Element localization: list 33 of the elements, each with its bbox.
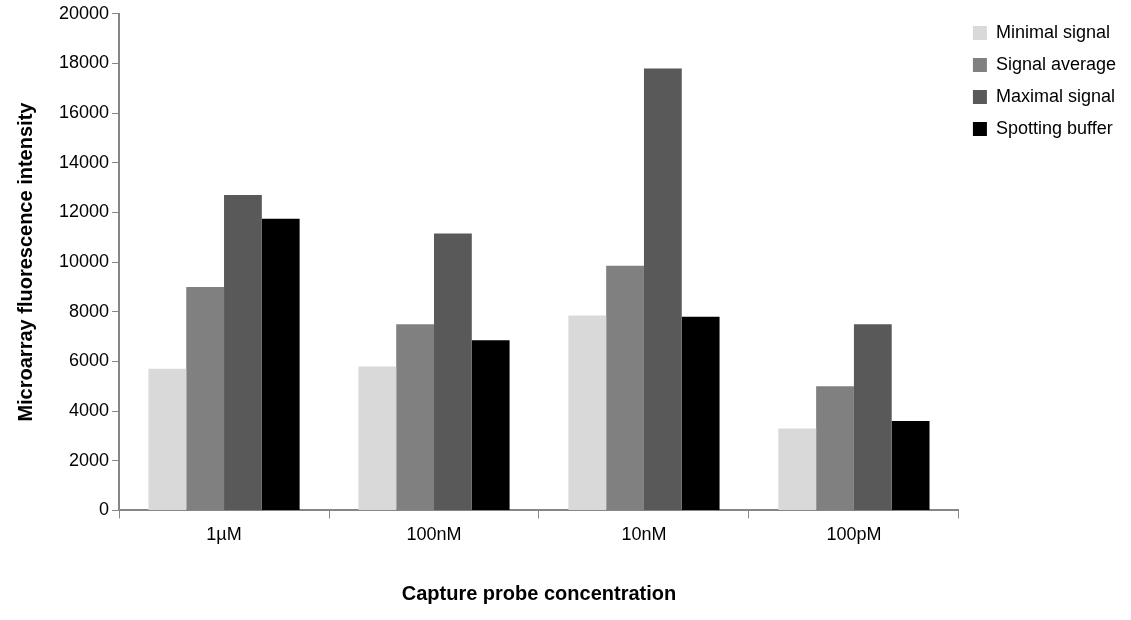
bar (148, 368, 187, 510)
bar (778, 428, 817, 510)
legend-label: Spotting buffer (995, 117, 1113, 138)
y-tick-label: 12000 (58, 201, 110, 222)
bar (471, 340, 510, 510)
x-axis-title: Capture probe concentration (401, 581, 677, 604)
y-tick-label: 10000 (58, 251, 110, 272)
bar (224, 195, 262, 510)
x-tick-label: 1µM (206, 524, 242, 545)
y-tick-label: 4000 (69, 400, 110, 421)
legend-label: Minimal signal (995, 21, 1110, 42)
y-tick-label: 8000 (69, 300, 110, 321)
bar (434, 233, 472, 510)
legend-label: Signal average (995, 53, 1117, 74)
x-tick-label: 100nM (406, 524, 462, 545)
y-axis-title: Microarray fluorescence intensity (13, 101, 36, 422)
bar (358, 366, 397, 510)
legend-label: Maximal signal (995, 85, 1115, 106)
bar (568, 315, 607, 510)
bar (853, 324, 892, 510)
y-tick-label: 0 (99, 499, 110, 520)
x-tick-label: 10nM (621, 524, 667, 545)
y-tick-label: 18000 (58, 52, 110, 73)
bar (261, 218, 300, 510)
x-tick-label: 100pM (826, 524, 882, 545)
y-tick-label: 2000 (69, 449, 110, 470)
y-tick-label: 20000 (58, 2, 110, 23)
y-tick-label: 16000 (58, 102, 110, 123)
bar (891, 421, 930, 510)
bar (643, 68, 682, 510)
y-tick-label: 6000 (69, 350, 110, 371)
bar (681, 316, 720, 510)
y-tick-label: 14000 (58, 151, 110, 172)
